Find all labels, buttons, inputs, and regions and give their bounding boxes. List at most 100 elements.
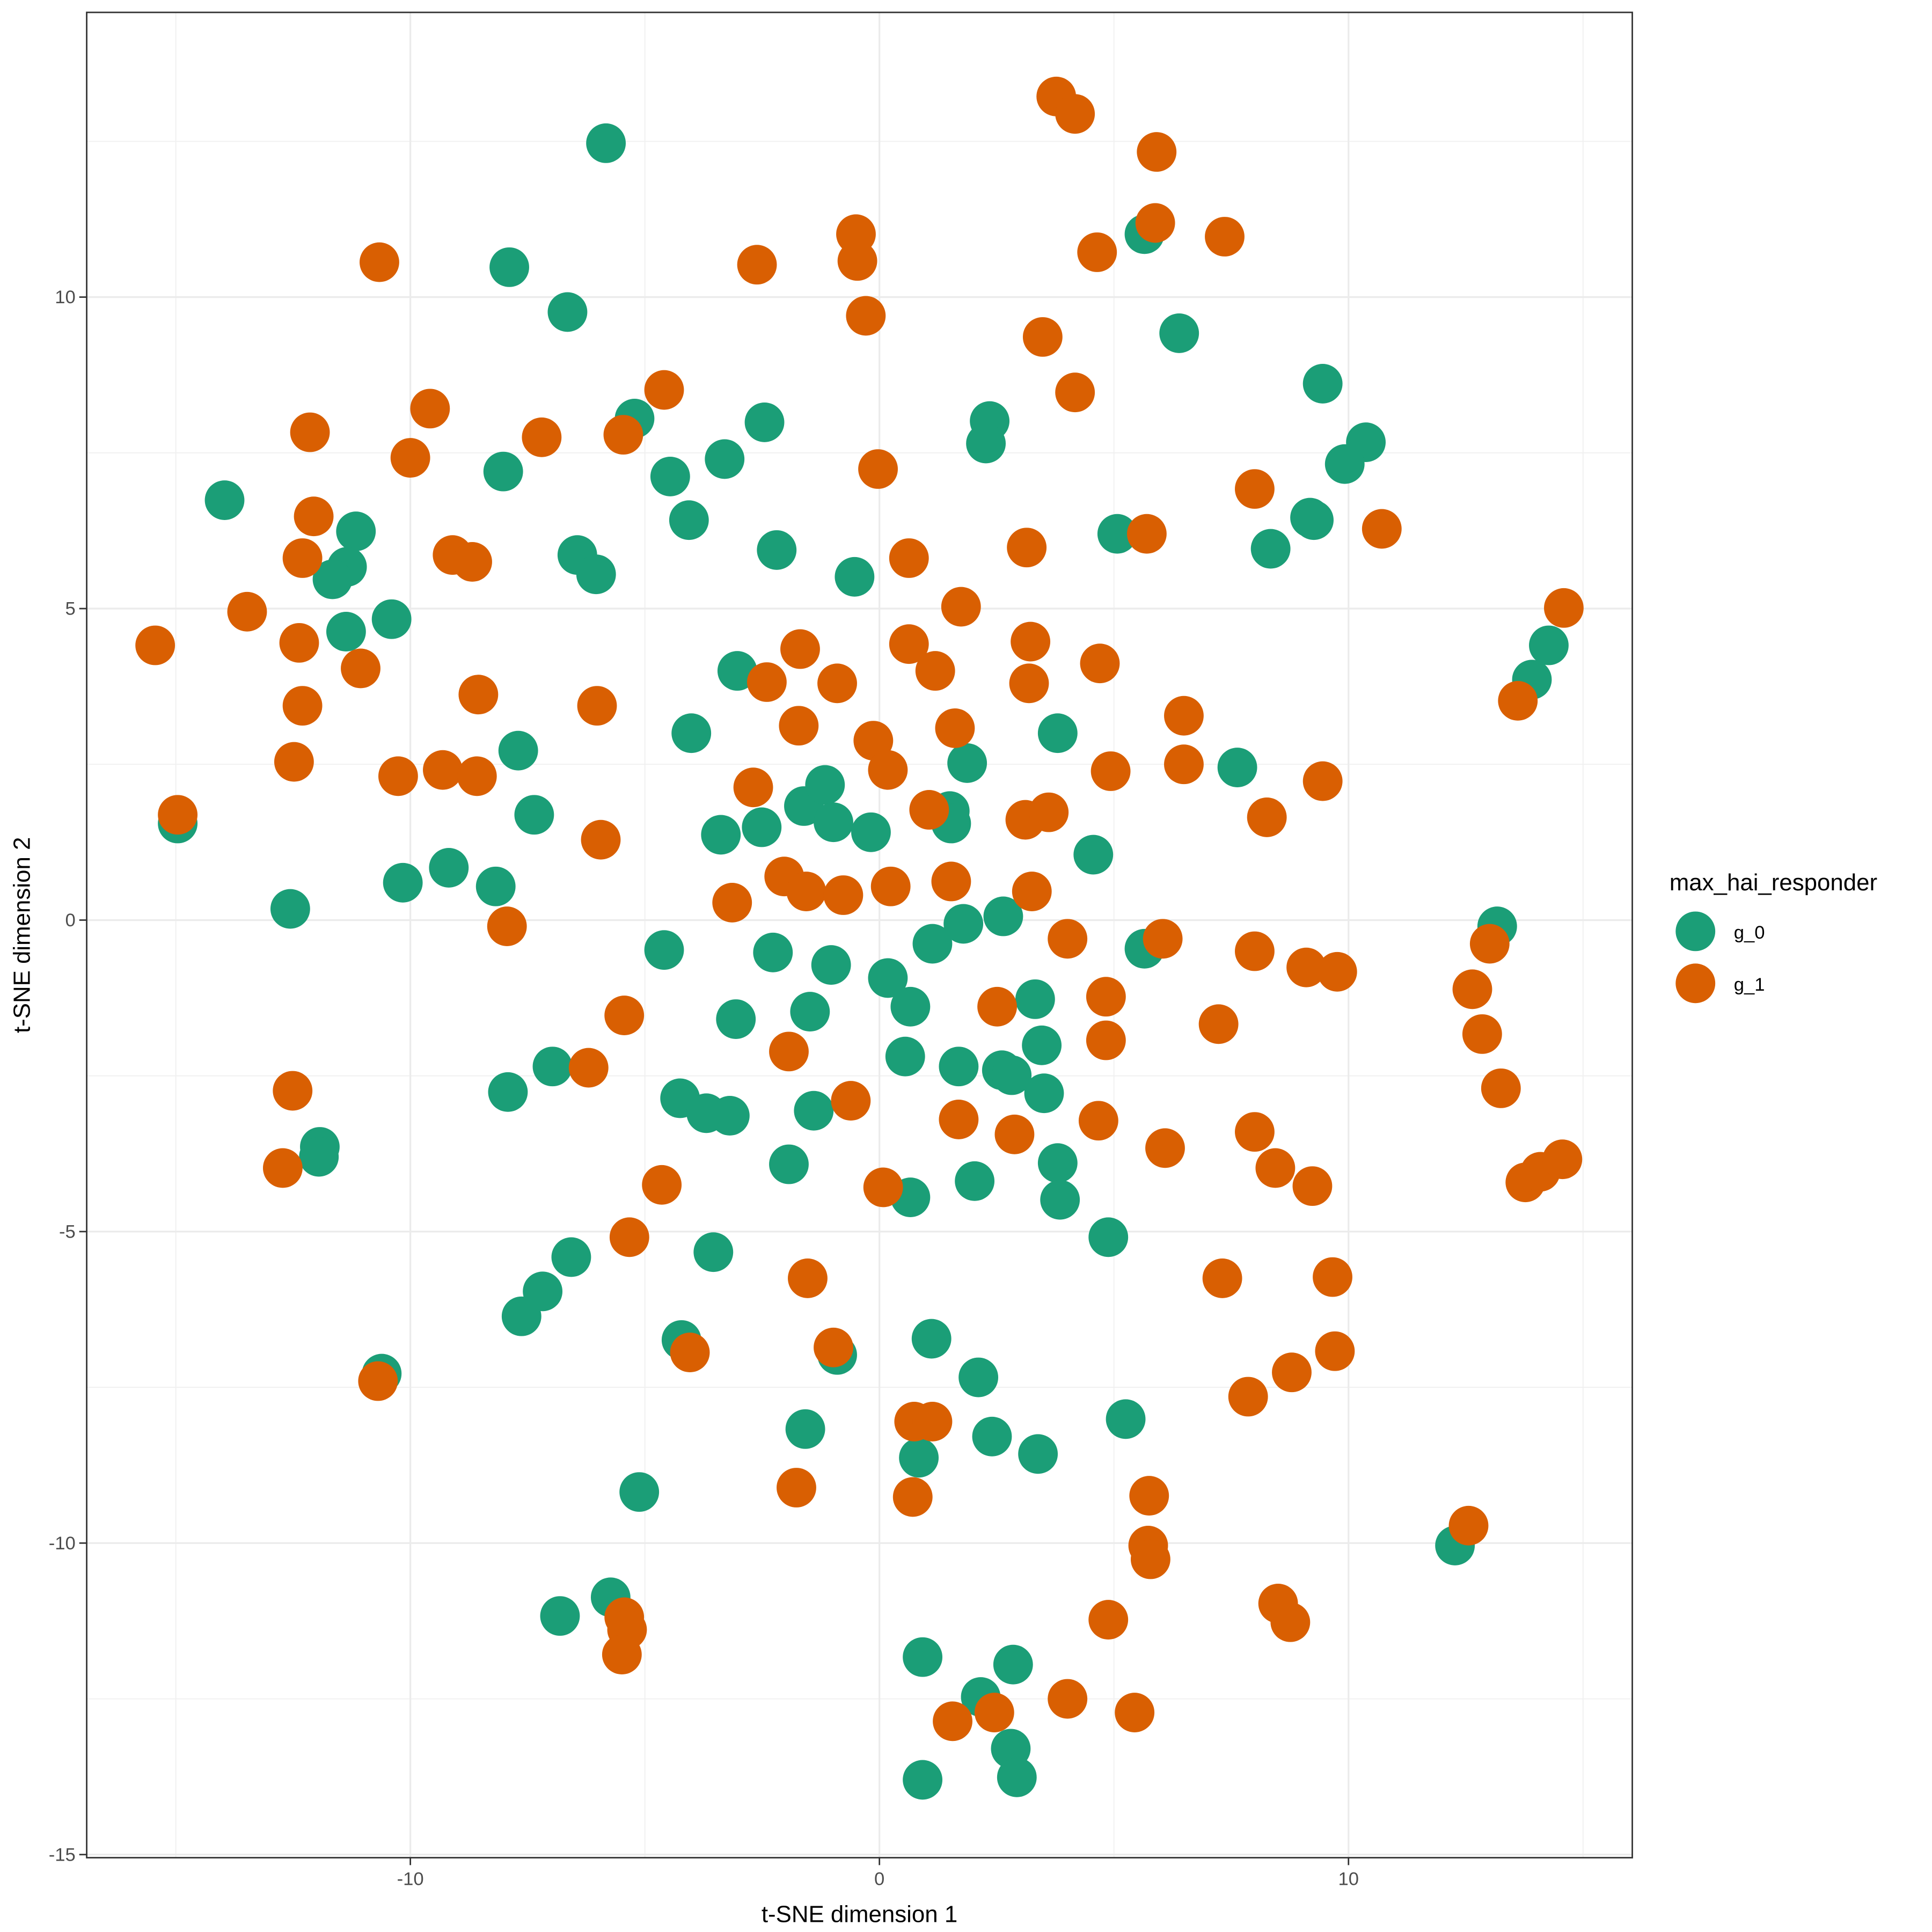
point-g_1 [1235, 469, 1275, 509]
legend-label-g1: g_1 [1734, 975, 1765, 995]
point-g_1 [577, 686, 617, 726]
point-g_1 [769, 1031, 809, 1072]
point-g_1 [941, 587, 981, 627]
point-g_1 [1135, 203, 1175, 243]
point-g_0 [939, 1046, 979, 1087]
point-g_1 [846, 296, 886, 336]
point-g_1 [1091, 751, 1131, 791]
point-g_1 [1235, 1112, 1275, 1152]
point-g_1 [1129, 1476, 1169, 1516]
point-g_1 [733, 767, 773, 808]
point-g_1 [341, 648, 380, 689]
point-g_1 [1452, 969, 1492, 1009]
point-g_1 [837, 241, 877, 281]
point-g_1 [457, 756, 497, 796]
point-g_0 [744, 402, 785, 442]
point-g_1 [939, 1099, 979, 1139]
point-g_0 [576, 554, 616, 595]
point-g_1 [915, 651, 955, 691]
point-g_0 [489, 247, 529, 287]
point-g_1 [1086, 1020, 1126, 1060]
point-g_0 [899, 1438, 939, 1478]
point-g_1 [282, 538, 323, 578]
point-g_0 [1040, 1180, 1080, 1220]
point-g_1 [1315, 1331, 1355, 1371]
point-g_1 [1462, 1014, 1502, 1054]
point-g_1 [777, 1468, 816, 1507]
point-g_1 [868, 750, 908, 790]
point-g_0 [709, 1096, 750, 1136]
point-g_1 [853, 721, 894, 761]
point-g_1 [1270, 1602, 1311, 1642]
point-g_0 [757, 530, 797, 570]
point-g_1 [1137, 132, 1177, 172]
point-g_1 [977, 986, 1017, 1027]
point-g_0 [1037, 1143, 1078, 1183]
point-g_1 [1228, 1377, 1268, 1417]
point-g_1 [1362, 509, 1402, 549]
point-g_1 [1086, 977, 1126, 1017]
point-g_1 [644, 370, 684, 410]
point-g_0 [805, 765, 845, 805]
points [135, 76, 1584, 1800]
y-tick-label: -15 [49, 1845, 76, 1865]
point-g_1 [889, 538, 929, 578]
point-g_1 [1048, 919, 1088, 959]
point-g_0 [336, 511, 376, 551]
point-g_0 [1294, 500, 1334, 540]
point-g_0 [1088, 1217, 1129, 1257]
point-g_0 [955, 1161, 995, 1201]
point-g_1 [1145, 1128, 1185, 1168]
point-g_1 [604, 996, 645, 1035]
point-g_1 [1055, 94, 1095, 134]
point-g_0 [1037, 713, 1078, 753]
point-g_1 [378, 756, 418, 796]
point-g_1 [1022, 317, 1063, 357]
point-g_1 [935, 708, 975, 748]
y-tick-label: 0 [65, 910, 76, 931]
point-g_1 [1247, 797, 1287, 837]
point-g_0 [947, 743, 987, 783]
point-g_1 [892, 1477, 933, 1517]
point-g_1 [786, 872, 826, 911]
point-g_0 [912, 924, 953, 964]
point-g_1 [609, 1217, 649, 1257]
point-g_1 [452, 542, 492, 582]
point-g_0 [943, 904, 984, 944]
point-g_0 [911, 1319, 952, 1359]
point-g_0 [811, 945, 851, 985]
point-g_1 [870, 866, 911, 906]
point-g_0 [501, 1296, 541, 1336]
point-g_1 [1009, 663, 1049, 704]
point-g_1 [1055, 372, 1095, 413]
point-g_0 [885, 1036, 925, 1077]
point-g_0 [650, 456, 690, 496]
point-g_1 [1115, 1693, 1155, 1732]
point-g_0 [814, 802, 853, 843]
point-g_1 [814, 1327, 853, 1367]
point-g_0 [1106, 1399, 1146, 1439]
point-g_0 [383, 862, 423, 903]
point-g_0 [514, 795, 554, 835]
point-g_1 [1544, 588, 1584, 628]
point-g_0 [371, 599, 412, 639]
point-g_1 [1448, 1505, 1489, 1546]
point-g_1 [1130, 1539, 1170, 1579]
point-g_1 [1302, 761, 1343, 801]
point-g_0 [326, 612, 366, 652]
point-g_0 [903, 1760, 943, 1800]
point-g_0 [1015, 979, 1055, 1019]
point-g_1 [458, 675, 499, 715]
point-g_1 [994, 1114, 1035, 1154]
point-g_0 [997, 1757, 1037, 1797]
point-g_1 [912, 1402, 953, 1441]
point-g_1 [1198, 1004, 1239, 1044]
point-g_1 [670, 1333, 710, 1373]
point-g_1 [1202, 1258, 1242, 1298]
point-g_1 [1088, 1600, 1129, 1640]
point-g_1 [737, 245, 777, 285]
point-g_1 [1080, 643, 1120, 684]
point-g_1 [780, 629, 820, 669]
point-g_1 [360, 242, 399, 282]
